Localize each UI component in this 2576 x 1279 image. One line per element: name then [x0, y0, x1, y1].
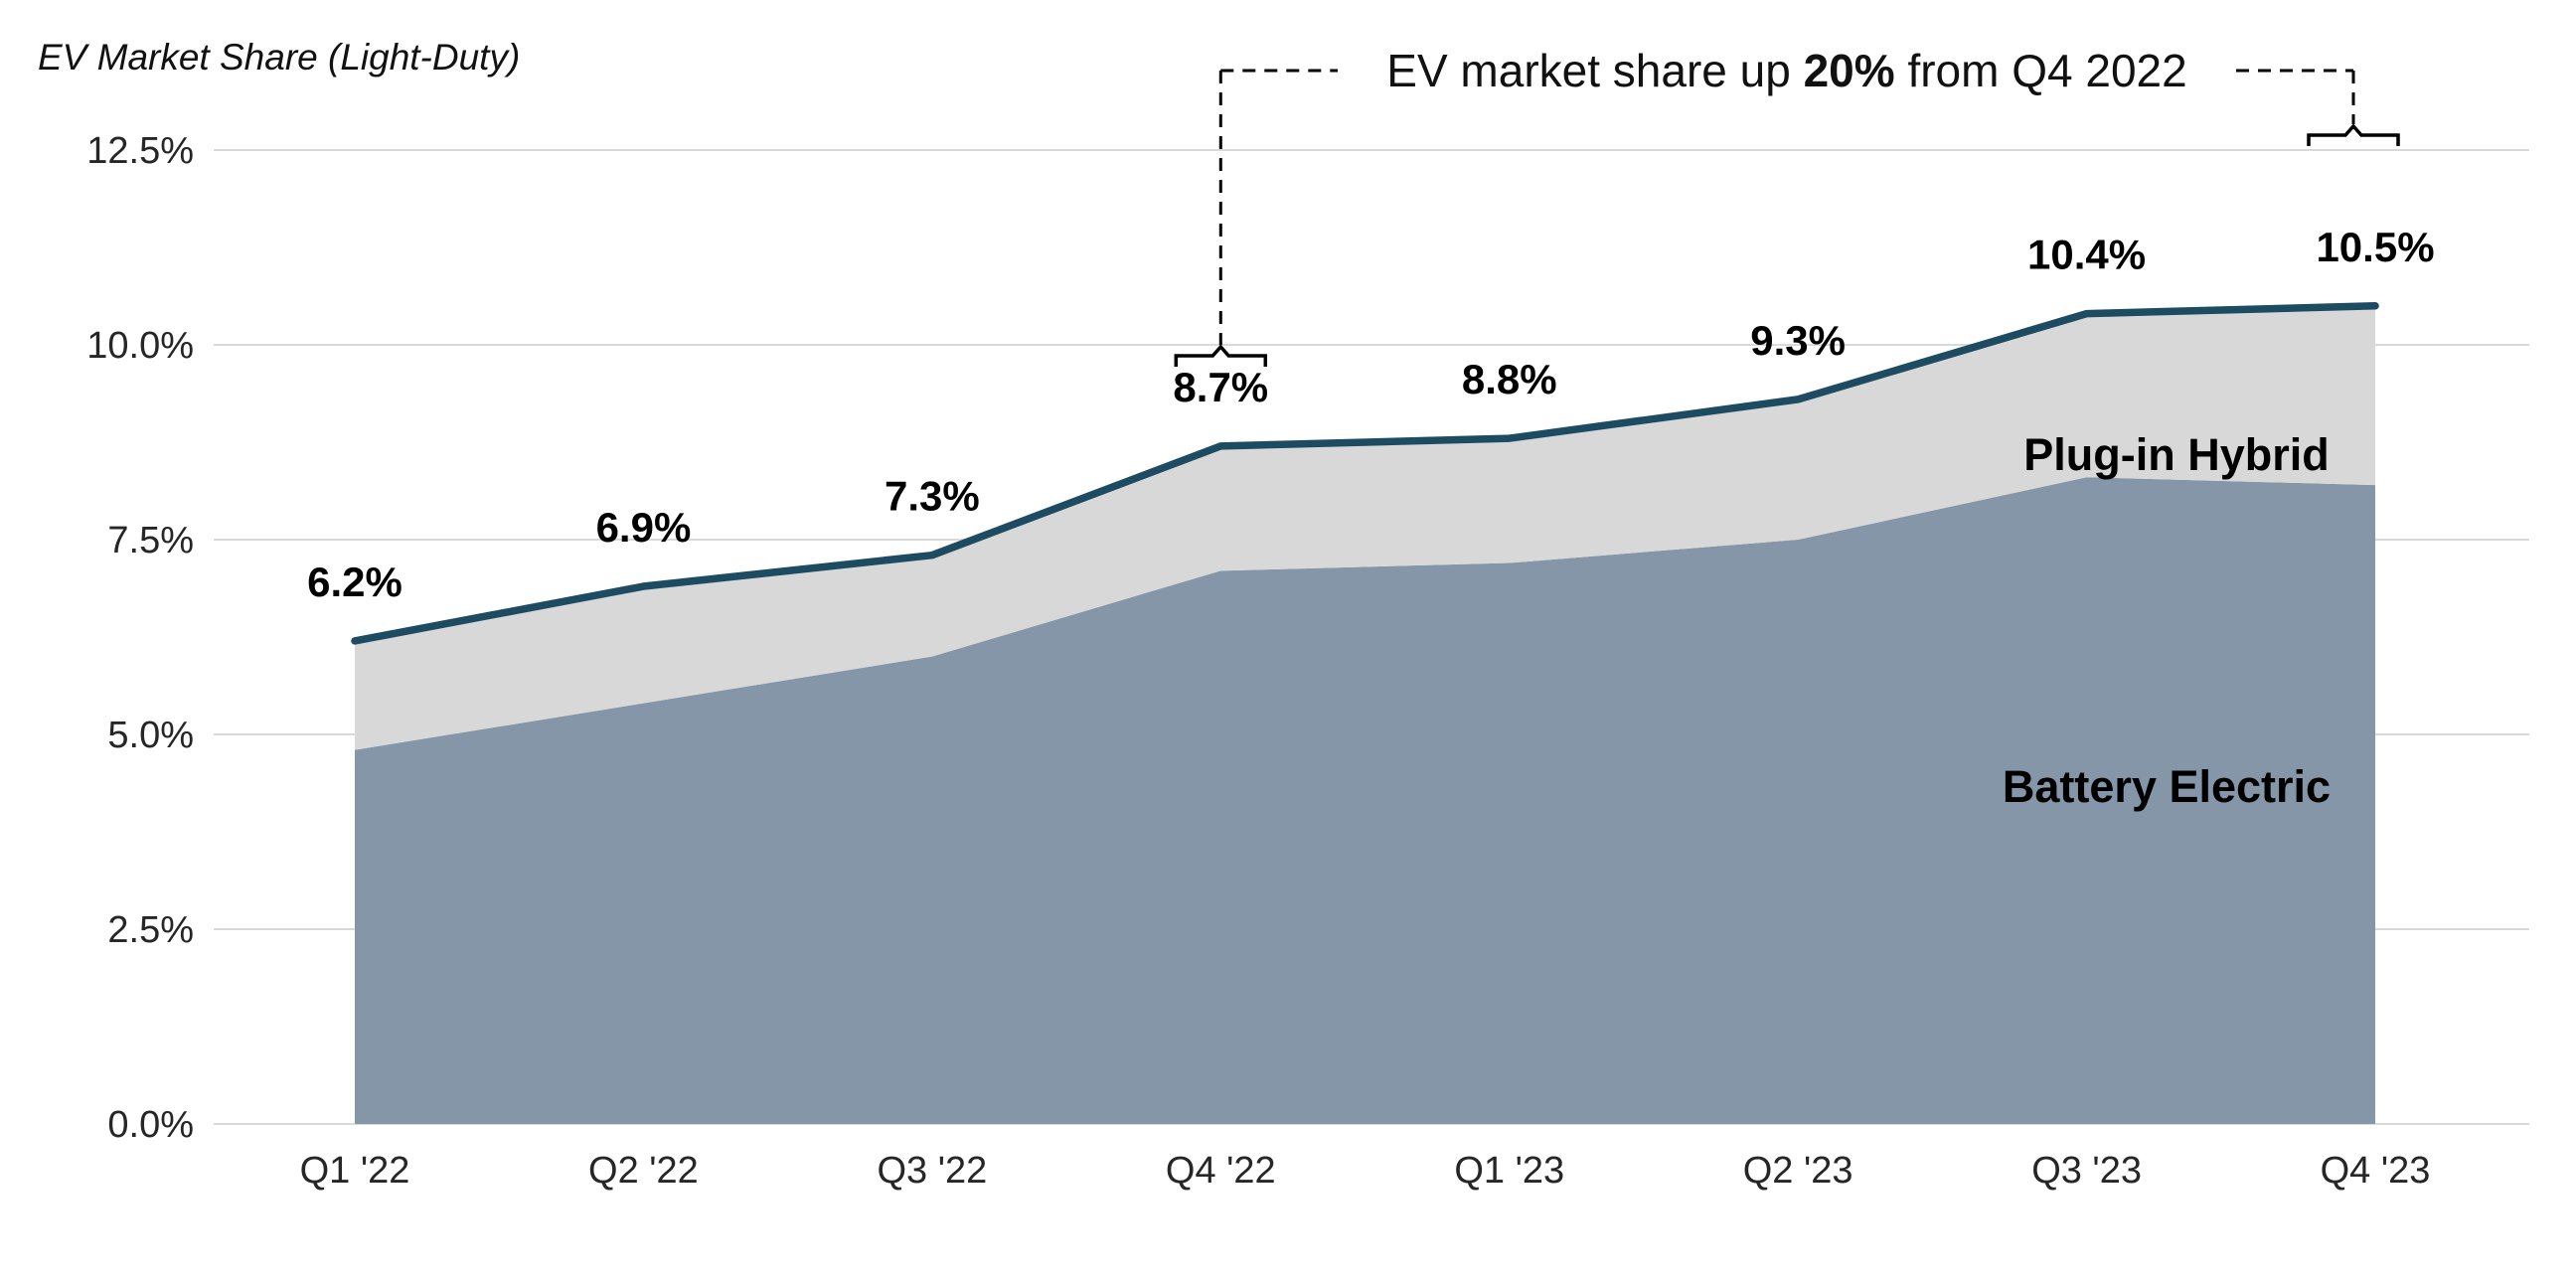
series-label-plug-in-hybrid: Plug-in Hybrid — [2023, 429, 2330, 480]
chart-title: EV Market Share (Light-Duty) — [38, 37, 520, 78]
x-tick-label: Q3 '23 — [2031, 1150, 2142, 1192]
data-label: 10.5% — [2316, 224, 2434, 270]
data-label: 10.4% — [2027, 232, 2146, 278]
y-tick-label: 5.0% — [107, 715, 194, 756]
y-tick-label: 10.0% — [86, 325, 194, 367]
annotation-text-part: EV market share up — [1386, 45, 1803, 96]
annotation-text-part: from Q4 2022 — [1895, 45, 2187, 96]
data-label: 8.7% — [1173, 364, 1268, 410]
annotation-group: EV market share up 20% from Q4 2022 — [1174, 45, 2400, 367]
x-tick-label: Q3 '22 — [877, 1150, 987, 1192]
x-tick-label: Q1 '23 — [1454, 1150, 1564, 1192]
y-axis-labels-group: 0.0% 2.5% 5.0% 7.5% 10.0% 12.5% — [86, 130, 194, 1146]
y-tick-label: 7.5% — [107, 520, 194, 561]
plug-in-hybrid-area — [355, 305, 2376, 750]
y-tick-label: 12.5% — [86, 130, 194, 172]
data-label: 8.8% — [1462, 356, 1557, 402]
battery-electric-area — [355, 477, 2376, 1124]
data-label: 9.3% — [1750, 317, 1846, 364]
x-tick-label: Q4 '22 — [1166, 1150, 1276, 1192]
data-label: 7.3% — [885, 473, 980, 520]
total-line-group — [351, 302, 2379, 645]
stacked-areas-group — [355, 305, 2376, 1124]
series-labels-group: Plug-in Hybrid Battery Electric — [2003, 429, 2331, 812]
x-tick-label: Q2 '23 — [1743, 1150, 1853, 1192]
data-labels-group: 6.2% 6.9% 7.3% 8.7% 8.8% 9.3% 10.4% 10.5% — [307, 224, 2434, 605]
series-label-battery-electric: Battery Electric — [2003, 761, 2331, 812]
x-tick-label: Q2 '22 — [588, 1150, 699, 1192]
data-label: 6.9% — [596, 504, 692, 551]
annotation-text: EV market share up 20% from Q4 2022 — [1386, 45, 2186, 96]
annotation-bold-value: 20% — [1804, 45, 1895, 96]
total-line — [351, 302, 2379, 645]
y-tick-label: 2.5% — [107, 909, 194, 951]
x-tick-label: Q1 '22 — [300, 1150, 410, 1192]
x-tick-label: Q4 '23 — [2321, 1150, 2431, 1192]
data-label: 6.2% — [307, 559, 402, 605]
y-tick-label: 0.0% — [107, 1104, 194, 1146]
annotation-bracket-q4-22 — [1174, 344, 1268, 367]
x-axis-labels-group: Q1 '22 Q2 '22 Q3 '22 Q4 '22 Q1 '23 Q2 '23 Q3 '… — [300, 1150, 2431, 1192]
annotation-bracket-q4-23 — [2307, 123, 2400, 146]
